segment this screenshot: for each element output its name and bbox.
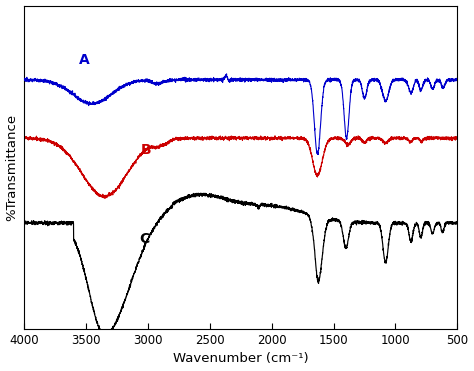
Text: B: B bbox=[140, 143, 151, 157]
Text: A: A bbox=[79, 53, 89, 67]
Text: C: C bbox=[139, 232, 149, 246]
X-axis label: Wavenumber (cm⁻¹): Wavenumber (cm⁻¹) bbox=[173, 352, 309, 365]
Y-axis label: %Transmittance: %Transmittance bbox=[6, 114, 18, 221]
